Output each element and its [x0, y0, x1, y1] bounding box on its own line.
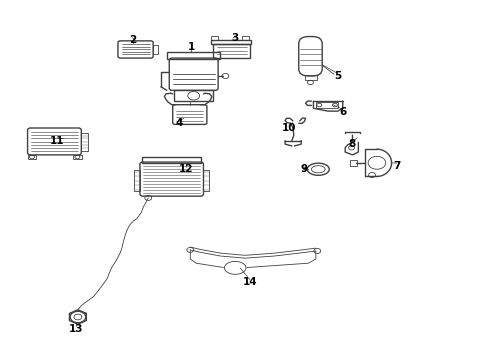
Text: 1: 1	[188, 42, 195, 52]
Text: 13: 13	[69, 324, 84, 334]
Text: 2: 2	[129, 35, 136, 45]
Bar	[203, 170, 209, 192]
Text: 12: 12	[179, 164, 194, 174]
Text: 4: 4	[175, 118, 183, 128]
Text: 6: 6	[339, 107, 346, 117]
Text: 14: 14	[243, 277, 257, 287]
Bar	[174, 90, 213, 101]
Text: 7: 7	[393, 161, 400, 171]
Bar	[143, 157, 201, 163]
Bar	[73, 154, 82, 159]
Bar	[134, 170, 140, 192]
Bar	[27, 154, 36, 159]
Bar	[242, 36, 249, 40]
Bar	[316, 102, 338, 108]
Text: 8: 8	[349, 139, 356, 149]
Text: 3: 3	[232, 33, 239, 43]
Text: 5: 5	[334, 71, 342, 81]
Bar	[211, 36, 218, 40]
Bar	[167, 51, 220, 59]
Bar	[350, 160, 357, 166]
Text: 11: 11	[49, 136, 64, 145]
Bar	[81, 134, 88, 150]
Bar	[211, 40, 251, 44]
Bar	[213, 44, 250, 58]
Text: 9: 9	[300, 164, 307, 174]
Bar	[153, 45, 158, 54]
Bar	[305, 75, 318, 80]
Text: 10: 10	[282, 123, 296, 133]
